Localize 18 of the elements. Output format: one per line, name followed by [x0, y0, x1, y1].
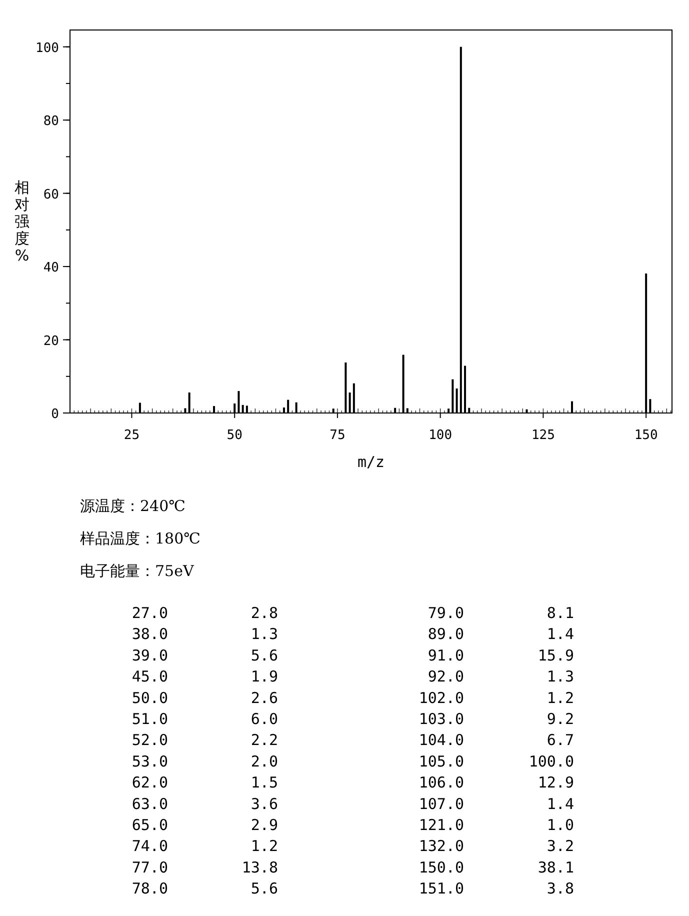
x-tick-label: 75	[330, 428, 346, 443]
y-tick-label: 80	[43, 114, 59, 130]
x-tick-label: 100	[428, 428, 452, 443]
y-tick-label: 40	[43, 260, 59, 276]
y-tick-label: 20	[43, 334, 59, 349]
y-axis-title: 相对强度%	[14, 178, 30, 264]
x-tick-label: 50	[226, 428, 242, 443]
y-tick-label: 100	[36, 40, 59, 56]
x-tick-label: 150	[634, 428, 658, 443]
y-tick-label: 0	[51, 407, 59, 422]
text: 样品温度：180℃	[80, 530, 200, 548]
x-axis-title: m/z	[357, 453, 385, 471]
x-tick-label: 25	[124, 428, 140, 443]
y-tick-label: 60	[43, 187, 59, 202]
table: 27.0 2.8 79.0 8.1 38.0 1.3 89.0 1.4 39.0 5.6 91.0 15.9 45.0 1.9 92.0 1.3 50.0 2.6 102.0 1.2 51.0 6.0 103.0 9.2 52.0 2.2 104.0 6.7 53.0 2.0 105.0 100.0 62.0 1.5 106.0 12.9 63.0 3.6 107.0 1.4 65.0 2.9 121.0 1.0 74.0 1.2 132.0 3.2 77.0 13.8 150.0 38.1 78.0 5.6 151.0 3.8	[132, 604, 574, 898]
text: 源温度：240℃	[80, 497, 186, 515]
x-tick-label: 125	[531, 428, 555, 443]
text: 电子能量：75eV	[80, 562, 195, 580]
